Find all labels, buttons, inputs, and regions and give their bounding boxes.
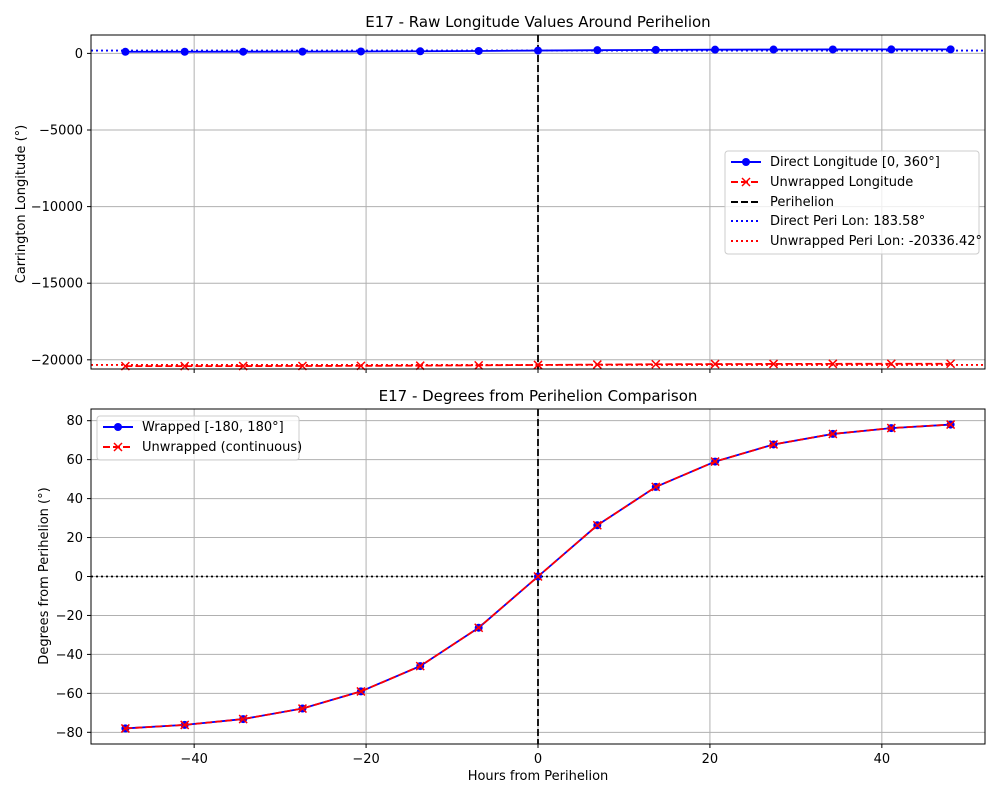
top-data-point (651, 359, 661, 369)
bottom-x-tick-label: −40 (180, 752, 207, 767)
bottom-y-tick-label: 80 (66, 414, 83, 429)
bottom-ticks: −40 −20 0 20 40 80 60 40 20 0 −20 −40 −60 −80 (56, 414, 891, 767)
bottom-data-point (886, 423, 896, 433)
top-data-point (239, 47, 248, 56)
bottom-series (120, 420, 956, 733)
legend-label-unwrapped-peri: Unwrapped Peri Lon: -20336.42° (770, 234, 982, 249)
legend-label-wrapped: Wrapped [-180, 180°] (142, 420, 284, 435)
top-data-point (415, 361, 425, 371)
bottom-y-tick-label: −80 (56, 726, 83, 741)
bottom-data-point (120, 723, 130, 733)
bottom-y-tick-label: −40 (56, 648, 83, 663)
top-y-tick-label: −20000 (31, 353, 83, 368)
top-legend-box (724, 150, 980, 255)
top-panel: E17 - Raw Longitude Values Around Perihe… (14, 13, 986, 373)
bottom-x-tick-label: −20 (352, 752, 379, 767)
top-data-point (474, 46, 483, 55)
legend-label-direct: Direct Longitude [0, 360°] (770, 155, 940, 170)
bottom-data-point (533, 571, 543, 582)
top-y-tick-label: 0 (75, 47, 83, 62)
bottom-data-point (180, 720, 190, 730)
bottom-data-point (356, 686, 366, 696)
top-series (120, 45, 956, 371)
top-data-point (298, 47, 307, 56)
legend-label-perihelion: Perihelion (770, 195, 834, 210)
legend-label-direct-peri: Direct Peri Lon: 183.58° (770, 214, 925, 229)
legend-marker-direct (742, 158, 750, 166)
top-legend: Direct Longitude [0, 360°] Unwrapped Lon… (724, 150, 982, 255)
bottom-y-axis-label: Degrees from Perihelion (°) (37, 487, 52, 664)
bottom-data-point (415, 661, 425, 671)
bottom-y-tick-label: 0 (75, 570, 83, 585)
top-y-tick-label: −10000 (31, 200, 83, 215)
bottom-x-axis-label: Hours from Perihelion (468, 769, 609, 784)
legend-marker-unwrapped (741, 177, 751, 187)
top-y-tick-label: −15000 (31, 277, 83, 292)
top-data-point (828, 45, 837, 54)
top-data-point (474, 360, 484, 370)
bottom-y-tick-label: 40 (66, 492, 83, 507)
top-ticks: 0 −5000 −10000 −15000 −20000 (31, 47, 883, 373)
bottom-data-point (946, 420, 956, 430)
top-data-point (180, 47, 189, 56)
bottom-legend-box (96, 415, 300, 461)
bottom-y-tick-label: −20 (56, 609, 83, 624)
bottom-y-tick-label: 20 (66, 531, 83, 546)
bottom-data-point (828, 429, 838, 439)
top-data-point (828, 359, 838, 369)
bottom-legend: Wrapped [-180, 180°] Unwrapped (continuo… (96, 415, 302, 461)
top-data-point (886, 359, 896, 369)
top-data-point (593, 46, 602, 55)
top-y-axis-label: Carrington Longitude (°) (14, 125, 29, 283)
bottom-data-point (769, 439, 779, 449)
top-data-point (356, 47, 365, 56)
bottom-data-point (474, 623, 484, 633)
top-data-point (711, 45, 720, 54)
bottom-chart-title: E17 - Degrees from Perihelion Comparison (379, 387, 698, 405)
bottom-data-point (651, 482, 661, 492)
top-data-point (651, 45, 660, 54)
top-data-point (946, 45, 955, 54)
top-data-point (592, 360, 602, 370)
top-data-point (710, 359, 720, 369)
top-data-point (769, 359, 779, 369)
top-data-point (769, 45, 778, 54)
top-data-point (121, 47, 130, 56)
bottom-data-point (592, 520, 602, 530)
top-data-point (533, 360, 543, 370)
bottom-panel: E17 - Degrees from Perihelion Comparison… (37, 387, 986, 784)
legend-marker-wrapped (114, 423, 122, 431)
top-data-point (416, 47, 425, 56)
bottom-x-tick-label: 20 (702, 752, 719, 767)
top-data-point (887, 45, 896, 54)
bottom-data-point (297, 704, 307, 714)
bottom-data-point (238, 714, 248, 724)
top-chart-title: E17 - Raw Longitude Values Around Perihe… (365, 13, 710, 31)
bottom-y-tick-label: −60 (56, 687, 83, 702)
legend-label-unwrapped: Unwrapped Longitude (770, 175, 913, 190)
bottom-x-tick-label: 0 (534, 752, 542, 767)
bottom-y-tick-label: 60 (66, 453, 83, 468)
top-y-tick-label: −5000 (39, 123, 83, 138)
top-data-point (946, 359, 956, 369)
legend-label-continuous: Unwrapped (continuous) (142, 440, 302, 455)
legend-marker-continuous (113, 442, 123, 452)
bottom-data-point (710, 457, 720, 467)
bottom-x-tick-label: 40 (874, 752, 891, 767)
top-data-point (534, 46, 542, 55)
